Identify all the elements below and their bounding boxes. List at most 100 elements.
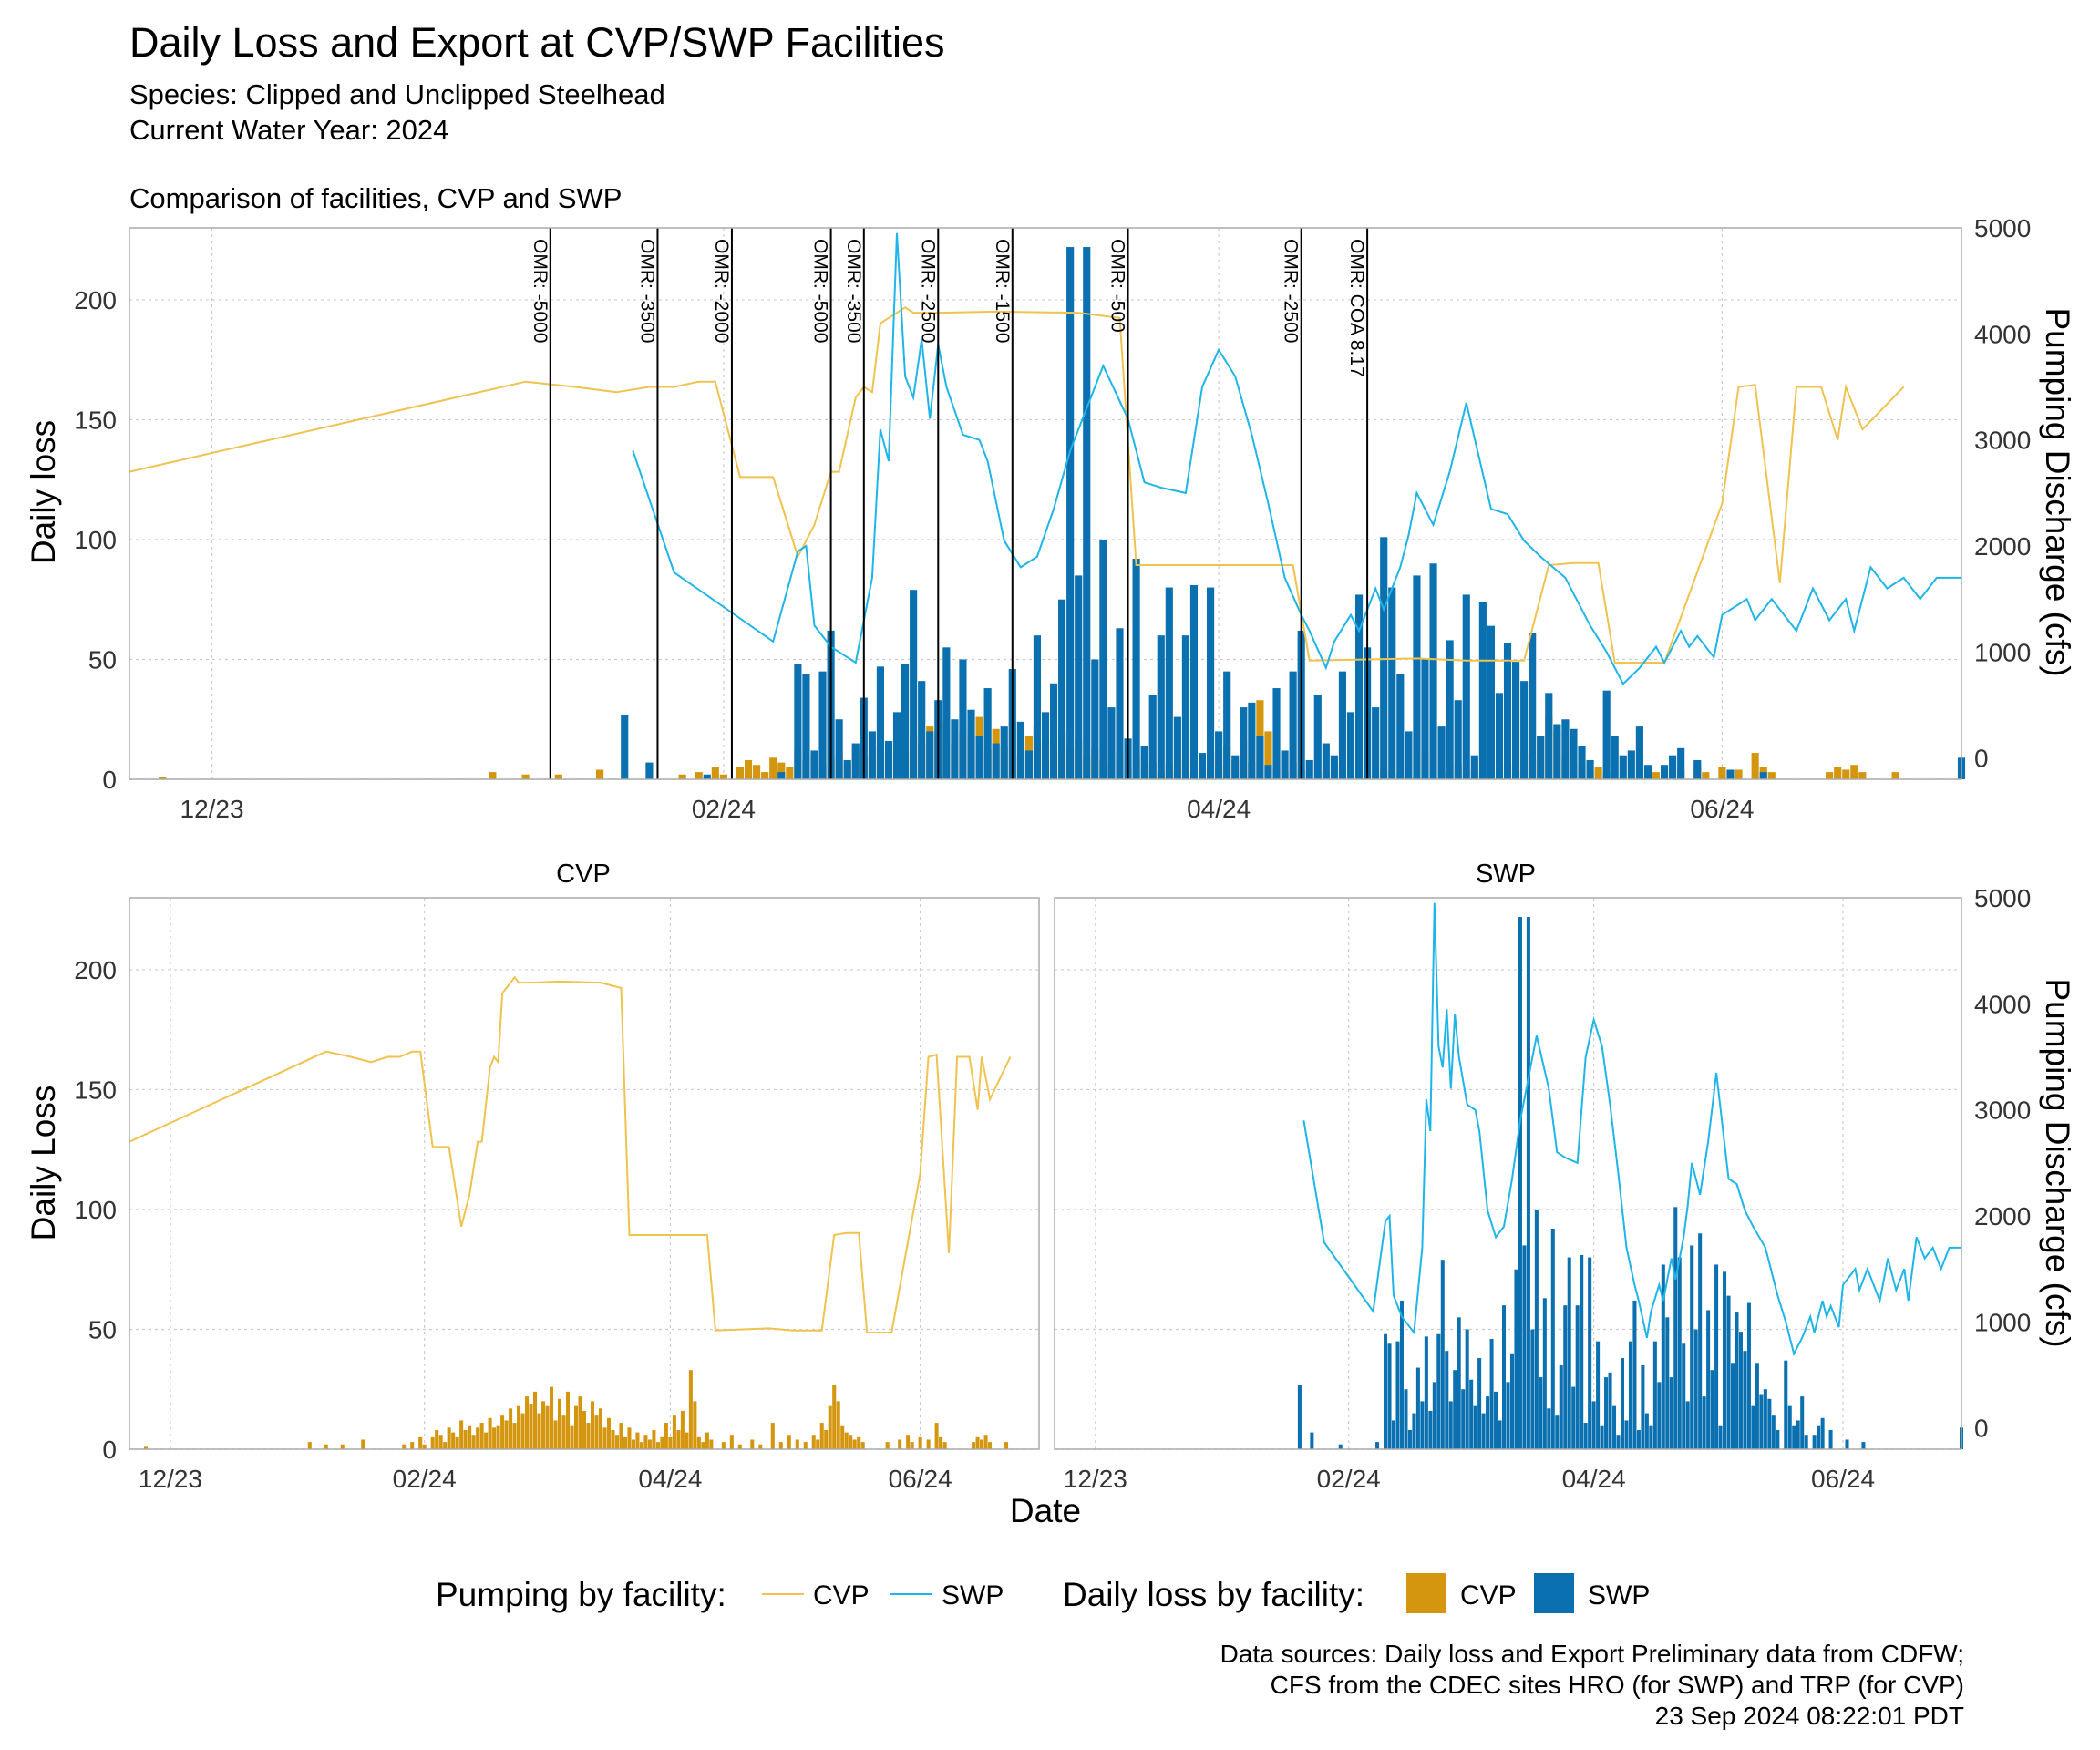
swp-pumping-line <box>1302 902 1961 1357</box>
cvp-daily-loss-bar <box>832 1384 837 1449</box>
y-right-tick-label: 2000 <box>1974 532 2031 561</box>
swp-daily-loss-bar <box>1384 1333 1388 1449</box>
swp-daily-loss-bar <box>1518 917 1522 1449</box>
cvp-daily-loss-bar <box>307 1442 312 1449</box>
daily-loss-bar <box>868 731 876 779</box>
swp-daily-loss-bar <box>1743 1351 1747 1449</box>
cvp-daily-loss-bar <box>410 1442 415 1449</box>
cvp-daily-loss-bar <box>553 1420 558 1449</box>
swp-daily-loss-bar <box>1755 1363 1759 1449</box>
swp-daily-loss-bar <box>1784 1360 1788 1449</box>
cvp-daily-loss-bar <box>631 1439 635 1449</box>
swp-daily-loss-bar <box>1555 1415 1560 1449</box>
y-right-tick-label: 3000 <box>1974 427 2031 455</box>
facet-label-cvp: CVP <box>556 860 611 889</box>
swp-daily-loss-bar <box>1559 1364 1563 1449</box>
swp-daily-loss-bar <box>1591 1401 1596 1449</box>
daily-loss-bar <box>1413 575 1421 779</box>
cvp-daily-loss-bar <box>836 1401 840 1449</box>
y-right-tick-label: 3000 <box>1974 1096 2031 1125</box>
cvp-daily-loss-bar <box>402 1444 407 1449</box>
x-tick-label: 04/24 <box>638 1465 702 1493</box>
footer-timestamp: 23 Sep 2024 08:22:01 PDT <box>1655 1702 1964 1730</box>
daily-loss-bar <box>1041 712 1050 779</box>
swp-daily-loss-bar <box>1657 1382 1662 1449</box>
cvp-facet-panel: 12/23 02/24 04/24 06/24 0 50 100 150 200 <box>74 897 1040 1493</box>
legend-loss-title: Daily loss by facility: <box>1063 1576 1364 1613</box>
swp-daily-loss-bar <box>1550 1229 1555 1449</box>
swp-daily-loss-bar <box>1428 1410 1433 1449</box>
swp-daily-loss-bar <box>1665 1317 1670 1449</box>
daily-loss-bar <box>1256 736 1264 779</box>
swp-daily-loss-bar <box>1702 1396 1706 1449</box>
cvp-daily-loss-bar <box>435 1429 439 1449</box>
swp-daily-loss-bar <box>1420 1401 1425 1449</box>
cvp-daily-loss-bar <box>590 1401 595 1449</box>
daily-loss-bar <box>1346 712 1355 779</box>
swp-daily-loss-bar <box>1738 1332 1743 1449</box>
cvp-daily-loss-bar <box>463 1429 468 1449</box>
cvp-daily-loss-bar <box>1004 1442 1009 1449</box>
swp-daily-loss-bar <box>1845 1439 1849 1449</box>
x-tick-label: 02/24 <box>393 1465 457 1493</box>
cvp-daily-loss-bar <box>550 1386 554 1449</box>
y-right-tick-label: 1000 <box>1974 638 2031 666</box>
cvp-daily-loss-bar <box>849 1435 853 1449</box>
swp-daily-loss-bar <box>1415 1367 1420 1449</box>
daily-loss-bar <box>489 772 497 779</box>
swp-daily-loss-bar <box>1685 1401 1690 1449</box>
swp-daily-loss-bar <box>1763 1389 1767 1449</box>
swp-daily-loss-bar <box>1391 1420 1396 1449</box>
bottom-y-left-label: Daily Loss <box>25 1086 62 1241</box>
swp-daily-loss-bar <box>1436 1333 1441 1449</box>
top-panel: OMR: -5000 OMR: -3500 OMR: -2000 OMR: -5000… <box>74 214 2031 823</box>
swp-daily-loss-bar <box>1461 1389 1466 1449</box>
cvp-daily-loss-bar <box>803 1442 808 1449</box>
swp-daily-loss-bar <box>1690 1245 1694 1449</box>
footer-source-line-2: CFS from the CDEC sites HRO (for SWP) an… <box>1271 1671 1964 1699</box>
swp-daily-loss-bar <box>1567 1257 1571 1449</box>
daily-loss-bar <box>1024 750 1033 779</box>
daily-loss-bar <box>1289 671 1297 779</box>
panel-frame <box>129 897 1040 1450</box>
cvp-daily-loss-bar <box>578 1396 582 1449</box>
swp-daily-loss-bar <box>1412 1413 1416 1449</box>
swp-daily-loss-bar <box>1804 1435 1808 1449</box>
cvp-daily-loss-bar <box>504 1420 509 1449</box>
cvp-daily-loss-bar <box>459 1420 464 1449</box>
swp-daily-loss-bar <box>1486 1396 1490 1449</box>
cvp-daily-loss-bar <box>520 1413 525 1449</box>
y-left-tick-label: 150 <box>74 406 117 434</box>
daily-loss-bar <box>1553 724 1561 779</box>
omr-period-label: OMR: -500 <box>1107 239 1128 333</box>
daily-loss-bar <box>1578 746 1586 779</box>
cvp-daily-loss-bar <box>533 1391 538 1449</box>
cvp-daily-loss-bar <box>750 1439 755 1449</box>
cvp-daily-loss-bar <box>558 1398 562 1449</box>
swp-daily-loss-bar <box>1723 1271 1727 1449</box>
daily-loss-bar <box>703 774 711 779</box>
daily-loss-bar <box>1016 721 1024 779</box>
y-left-tick-label: 0 <box>102 1436 117 1464</box>
daily-loss-bar <box>1281 750 1289 779</box>
swp-daily-loss-bar <box>1404 1389 1408 1449</box>
daily-loss-bar <box>1173 716 1181 779</box>
cvp-daily-loss-bar <box>926 1439 931 1449</box>
cvp-daily-loss-bar <box>672 1415 676 1449</box>
swp-daily-loss-bar <box>1469 1379 1474 1449</box>
daily-loss-bar <box>926 731 934 779</box>
x-tick-label: 12/23 <box>180 795 244 823</box>
daily-loss-bar <box>1140 746 1148 779</box>
cvp-daily-loss-bar <box>340 1444 345 1449</box>
daily-loss-bar <box>1842 769 1850 779</box>
daily-loss-bar <box>1405 731 1413 779</box>
cvp-daily-loss-bar <box>828 1405 832 1449</box>
top-y-right-label: Pumping Discharge (cfs) <box>2039 307 2076 676</box>
daily-loss-bar <box>1446 640 1454 779</box>
cvp-daily-loss-bar <box>819 1423 824 1449</box>
cvp-daily-loss-bar <box>586 1423 591 1449</box>
daily-loss-bar <box>1157 635 1165 779</box>
daily-loss-bar <box>1264 731 1272 779</box>
swp-daily-loss-bar <box>1751 1405 1755 1449</box>
cvp-daily-loss-bar <box>565 1391 571 1449</box>
